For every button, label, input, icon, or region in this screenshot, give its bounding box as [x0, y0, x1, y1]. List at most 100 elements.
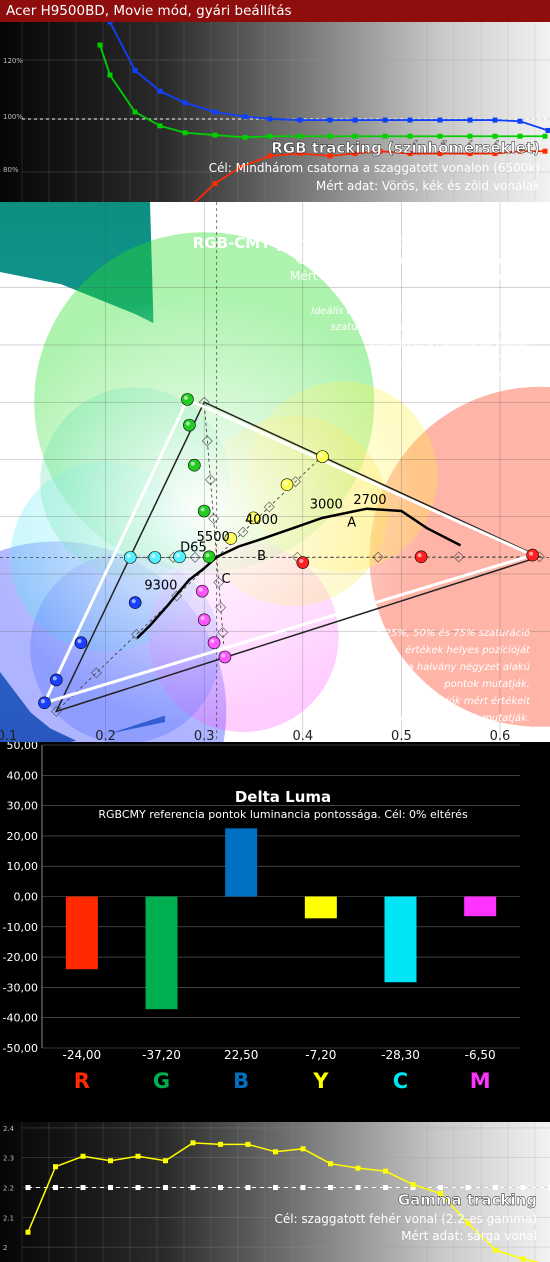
rgb-series-line [99, 44, 545, 139]
cie-measured-dot [296, 556, 310, 569]
gamma-line1: Cél: szaggatott fehér vonal (2.2-es gamm… [274, 1212, 537, 1226]
rgb-line2: Mért adat: Vörös, kék és zöld vonalak [316, 179, 540, 193]
rgb-tracking-chart: 120% 100% 80% RGB tracking (színhőmérsék… [3, 19, 550, 202]
rgb-point [327, 117, 333, 123]
gamma-target-point [465, 1185, 471, 1191]
cie-note-line: Ideális esetben az RGBCMY csatornák 100% [311, 305, 532, 317]
cie-dot-shine [221, 653, 226, 658]
cie-dot-shine [417, 553, 422, 558]
gamma-point [273, 1149, 278, 1155]
luma-value-label: -37,20 [142, 1048, 181, 1062]
luma-y-tick: 10,00 [7, 860, 39, 873]
rgb-point [157, 88, 163, 94]
rgb-point [297, 117, 303, 123]
cie-planck-label: 3000 [310, 497, 343, 512]
gamma-target-point [300, 1185, 306, 1191]
rgb-point [107, 72, 113, 78]
cie-dot-shine [529, 551, 534, 556]
cie-planck-label: 4000 [245, 513, 278, 528]
gamma-point [108, 1158, 113, 1164]
rgb-point [467, 151, 473, 157]
luma-value-label: -28,30 [381, 1048, 420, 1062]
cie-note-line: A köztes szaturációk mért értékeit [357, 695, 531, 707]
luma-y-tick: -10,00 [3, 921, 38, 934]
luma-y-tick: 30,00 [7, 800, 39, 813]
rgb-point [352, 117, 358, 123]
luma-category-label: Y [312, 1069, 329, 1093]
gamma-y-tick: 2.3 [3, 1155, 14, 1163]
gamma-point [163, 1158, 168, 1164]
cie-measured-dot [148, 551, 162, 564]
cie-dot-shine [77, 639, 82, 644]
rgb-point [97, 42, 103, 48]
cie-measured-dot [195, 584, 209, 598]
cie-dot-shine [151, 553, 156, 558]
cie-x-tick: 0.1 [0, 729, 17, 742]
cie-dot-shine [131, 599, 136, 604]
gamma-point [80, 1153, 86, 1159]
cie-note-line: a kör alakú pontok mutatják. [385, 712, 530, 724]
cie-target-square [263, 501, 275, 513]
cie-dot-shine [126, 553, 131, 558]
luma-bar [304, 896, 337, 919]
gamma-target-point [355, 1185, 361, 1191]
gamma-point [383, 1168, 388, 1174]
rgb-point [437, 117, 443, 123]
gamma-y-tick: 2.2 [3, 1185, 14, 1193]
luma-value-label: -7,20 [305, 1048, 336, 1062]
rgb-point [492, 117, 498, 123]
luma-bar [464, 896, 497, 917]
cie-measured-dot [74, 636, 88, 649]
gamma-point [25, 1229, 31, 1235]
cie-dash-line [56, 557, 217, 712]
luma-bars [65, 828, 497, 1010]
cie-x-tick: 0.5 [391, 729, 412, 742]
rgb-point [212, 132, 218, 138]
cie-x-tick: 0.2 [95, 729, 116, 742]
gamma-target-point [218, 1185, 223, 1191]
rgb-series-line [193, 150, 545, 202]
rgb-point [545, 127, 550, 133]
rgb-point [182, 130, 188, 136]
cie-target-square [189, 551, 201, 563]
rgb-point [212, 109, 218, 115]
gamma-target-point [25, 1185, 31, 1191]
delta-luma-panel: 50,00 40,00 30,00 20,00 10,00 0,00 -10,00 -20,0… [0, 742, 550, 1122]
rgb-point [182, 100, 188, 106]
cie-planck-label: A [347, 515, 356, 530]
luma-y-tick: 40,00 [7, 769, 39, 782]
gamma-y-tick: 2.1 [3, 1214, 14, 1222]
cie-dash-line [203, 402, 218, 558]
cie-note-line: helyezkednek el. [448, 370, 532, 381]
luma-title: Delta Luma [235, 788, 331, 806]
cie-measured-dot [224, 532, 238, 545]
rgb-series [97, 19, 550, 202]
cie-dot-shine [198, 587, 203, 592]
luma-bar [384, 896, 417, 983]
rgb-point [517, 118, 523, 124]
cie-target-square [204, 474, 216, 486]
cie-planck-label: D65 [180, 540, 207, 555]
rgb-point [297, 133, 303, 139]
rgb-point [407, 151, 413, 157]
luma-category-label: G [153, 1069, 170, 1093]
gamma-y-tick: 2 [3, 1244, 7, 1252]
gamma-point [465, 1220, 471, 1226]
gamma-line2: Mért adat: sárga vonal [401, 1229, 537, 1243]
luma-category-label: R [74, 1069, 90, 1093]
rgb-point [407, 117, 413, 123]
rgb-point [542, 148, 548, 154]
cie-dot-shine [200, 616, 205, 621]
cie-note-line: csúcsán és a háromszög oldalán [370, 337, 532, 349]
rgb-point [237, 164, 243, 170]
rgb-point [467, 133, 473, 139]
cie-planck-label: 5500 [197, 530, 230, 545]
gamma-target-point [245, 1185, 251, 1191]
gamma-series [25, 1140, 550, 1262]
cie-measured-dot [128, 596, 142, 609]
gamma-target-point [383, 1185, 388, 1191]
cie-measured-dot [316, 450, 329, 463]
cie-panel: 2700 3000 4000 5500 D65 9300 A B C 0.1 0.2 0.3 0.4 0… [0, 202, 550, 742]
rgb-title: RGB tracking (színhőmérséklet) [271, 139, 540, 157]
